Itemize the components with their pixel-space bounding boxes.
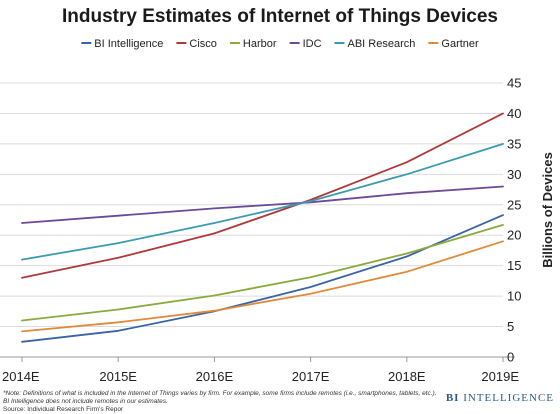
brand-logo: BI INTELLIGENCE <box>446 392 554 404</box>
legend: BI Intelligence Cisco Harbor IDC ABI Researc… <box>81 38 479 50</box>
legend-item: BI Intelligence <box>81 38 163 50</box>
x-tick-label: 2015E <box>99 369 137 384</box>
series-line-harbor <box>21 223 504 322</box>
y-axis: 0 5 10 15 20 25 30 35 40 45 <box>507 76 521 365</box>
gridlines <box>0 82 515 358</box>
x-axis: 2014E 2015E 2016E 2017E 2018E 2019E <box>2 357 519 384</box>
legend-label: ABI Research <box>348 38 416 50</box>
y-axis-label: Billions of Devices <box>540 152 555 268</box>
legend-item: Harbor <box>229 38 277 50</box>
x-tick-label: 2019E <box>481 369 519 384</box>
y-tick-label: 45 <box>507 76 521 91</box>
legend-label: Harbor <box>243 38 277 50</box>
x-tick-label: 2018E <box>388 369 426 384</box>
y-tick-label: 35 <box>507 136 521 151</box>
series-line-bi-intelligence <box>21 214 504 343</box>
chart-title: Industry Estimates of Internet of Things… <box>61 6 499 27</box>
legend-label: BI Intelligence <box>94 38 163 50</box>
y-tick-label: 20 <box>507 228 521 243</box>
footnote: *Note: Definitions of what is included i… <box>3 390 443 414</box>
legend-label: IDC <box>303 38 322 50</box>
brand-name: INTELLIGENCE <box>463 392 554 404</box>
series-line-abi-research <box>21 142 504 261</box>
y-tick-label: 5 <box>507 319 514 334</box>
series-line-gartner <box>21 240 504 333</box>
footnote-source: Source: Individual Research Firm's Repor <box>3 406 124 413</box>
y-tick-label: 0 <box>507 350 514 365</box>
footnote-note: *Note: Definitions of what is included i… <box>3 390 437 405</box>
legend-label: Cisco <box>189 38 217 50</box>
legend-item: Gartner <box>428 38 479 50</box>
brand-bi: BI <box>445 392 460 404</box>
y-tick-label: 15 <box>507 258 521 273</box>
legend-item: IDC <box>289 38 322 50</box>
y-tick-label: 40 <box>507 106 521 121</box>
series-line-idc <box>21 185 504 224</box>
y-tick-label: 25 <box>507 197 521 212</box>
legend-item: ABI Research <box>334 38 416 50</box>
series-line-cisco <box>21 112 504 279</box>
x-tick-label: 2014E <box>2 369 40 384</box>
legend-label: Gartner <box>441 38 479 50</box>
legend-item: Cisco <box>176 38 217 50</box>
x-tick-label: 2017E <box>292 369 330 384</box>
series-lines <box>21 112 504 343</box>
y-tick-label: 30 <box>507 167 521 182</box>
x-tick-label: 2016E <box>196 369 234 384</box>
y-tick-label: 10 <box>507 289 521 304</box>
